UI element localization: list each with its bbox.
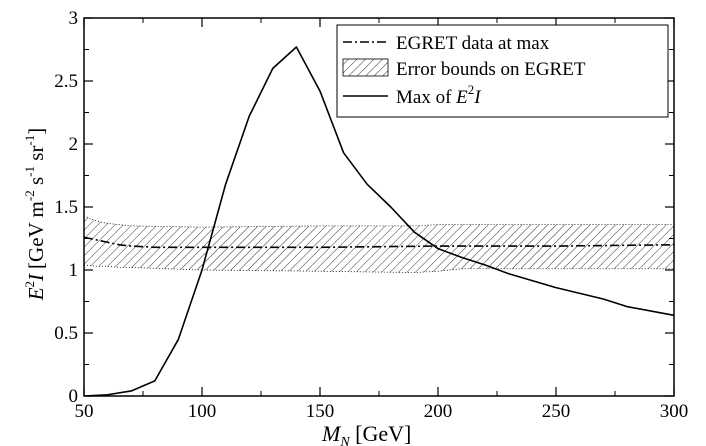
- y-tick-label: 0.5: [54, 323, 78, 344]
- y-tick-label: 2.5: [54, 71, 78, 92]
- y-tick-label: 3: [69, 8, 79, 29]
- legend-swatch-hatch: [342, 58, 389, 77]
- legend-label-error: Error bounds on EGRET: [396, 59, 586, 80]
- x-tick-label: 200: [424, 401, 453, 422]
- legend-label-max: Max of E2I: [396, 82, 482, 108]
- legend: EGRET data at max Error bounds on EGRET …: [336, 24, 669, 118]
- y-tick-label: 1.5: [54, 197, 78, 218]
- error-band-lower-edge: [84, 264, 674, 273]
- legend-box: [336, 24, 669, 118]
- series-max-line: [84, 46, 674, 396]
- y-tick-label: 0: [69, 386, 79, 407]
- x-tick-label: 150: [306, 401, 335, 422]
- y-tick-label: 1: [69, 260, 79, 281]
- y-axis-label: E2I[GeV m-2 s-1 sr-1]: [22, 128, 48, 302]
- y-tick-label: 2: [69, 134, 79, 155]
- x-tick-label: 250: [542, 401, 571, 422]
- error-band: [84, 215, 674, 273]
- x-tick-label: 300: [660, 401, 689, 422]
- x-tick-label: 100: [188, 401, 217, 422]
- x-axis-label: MN [GeV]: [321, 421, 411, 446]
- x-tick-label: 50: [75, 401, 94, 422]
- series-egret-line: [84, 236, 674, 249]
- legend-label-egret: EGRET data at max: [396, 33, 550, 54]
